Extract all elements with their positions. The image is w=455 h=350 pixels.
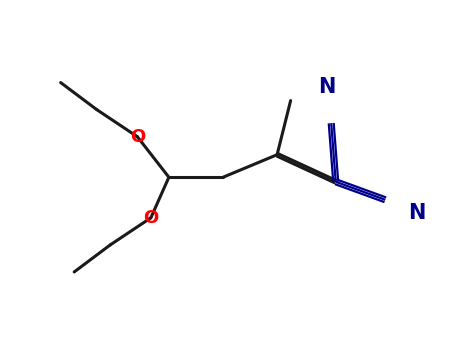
Text: N: N	[318, 77, 335, 97]
Text: O: O	[130, 128, 145, 146]
Text: O: O	[143, 209, 158, 227]
Text: N: N	[408, 203, 425, 223]
